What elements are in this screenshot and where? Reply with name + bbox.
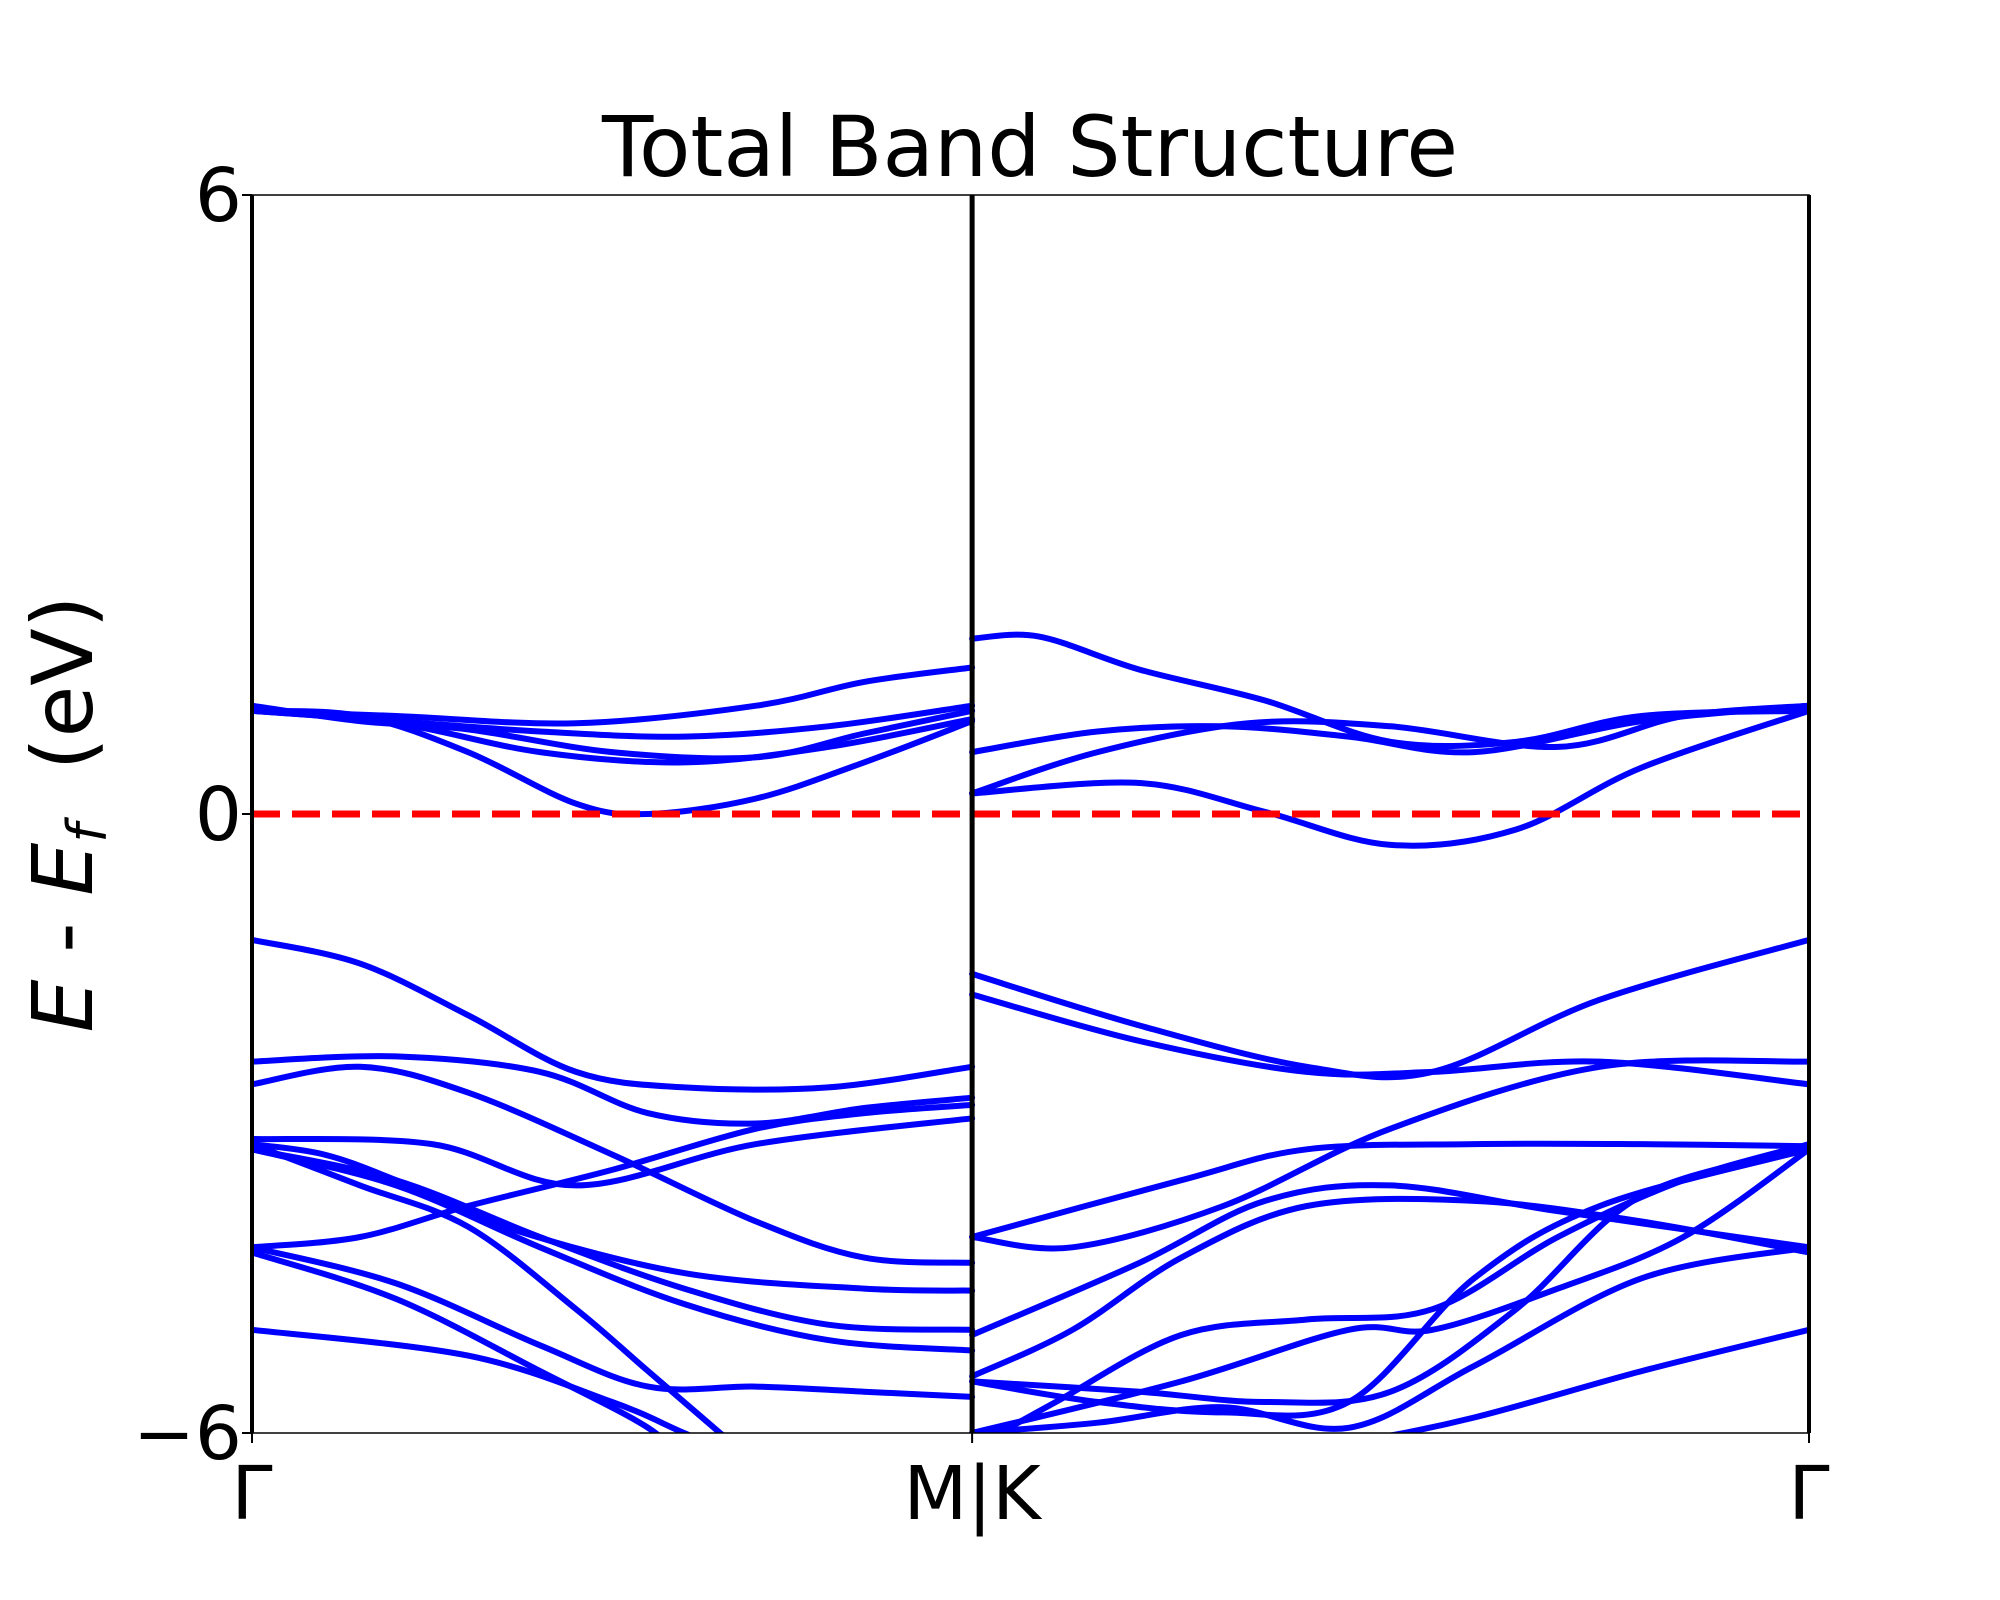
band-line-seg1-14: [969, 1244, 1809, 1433]
x-ticks: Γ M|K Γ: [231, 1433, 1830, 1537]
band-line-seg1-2: [969, 702, 1809, 797]
y-axis-label-unit: (eV): [14, 596, 112, 824]
y-tick-label-2: −6: [133, 1391, 242, 1477]
chart-title: Total Band Structure: [601, 98, 1458, 196]
band-line-seg1-6: [969, 1140, 1809, 1240]
band-line-seg0-14: [252, 1249, 661, 1433]
y-axis-label-dash: -: [14, 896, 112, 980]
x-tick-label-2: Γ: [1788, 1451, 1829, 1537]
y-axis-label-e: E: [14, 979, 112, 1032]
y-axis-label-ef: E: [14, 843, 112, 896]
band-line-seg1-13: [969, 1146, 1809, 1433]
band-line-seg0-12: [252, 1146, 976, 1354]
band-line-seg0-13: [252, 1244, 976, 1400]
band-line-seg1-5: [969, 991, 1809, 1088]
y-ticks: 6 0 −6: [133, 153, 252, 1477]
bands-layer: [252, 631, 1809, 1433]
band-line-seg0-4: [252, 702, 976, 762]
band-line-seg0-15: [252, 1141, 725, 1433]
band-line-seg1-15: [1388, 1326, 1809, 1433]
band-line-seg0-16: [252, 1326, 692, 1433]
band-line-seg1-9: [969, 1195, 1809, 1380]
band-line-seg0-11: [252, 1146, 976, 1333]
band-line-seg1-0: [969, 631, 1809, 750]
band-line-seg0-6: [252, 1053, 976, 1127]
y-tick-label-0: 6: [195, 153, 242, 239]
y-tick-label-1: 0: [195, 772, 242, 858]
band-line-seg1-1: [969, 702, 1809, 756]
band-line-seg1-4: [969, 936, 1809, 1081]
x-tick-label-1: M|K: [903, 1451, 1043, 1537]
band-line-seg1-7: [969, 1057, 1809, 1252]
band-line-seg1-3: [969, 707, 1809, 849]
band-line-seg0-5: [252, 936, 976, 1093]
x-tick-label-0: Γ: [231, 1451, 272, 1537]
band-line-seg0-9: [252, 1101, 976, 1251]
y-axis-label: E - Ef (eV): [14, 596, 119, 1033]
band-line-seg0-8: [252, 1115, 976, 1189]
band-line-seg0-3: [252, 664, 976, 727]
band-line-seg0-7: [252, 1063, 976, 1266]
band-line-seg0-10: [252, 1141, 976, 1294]
